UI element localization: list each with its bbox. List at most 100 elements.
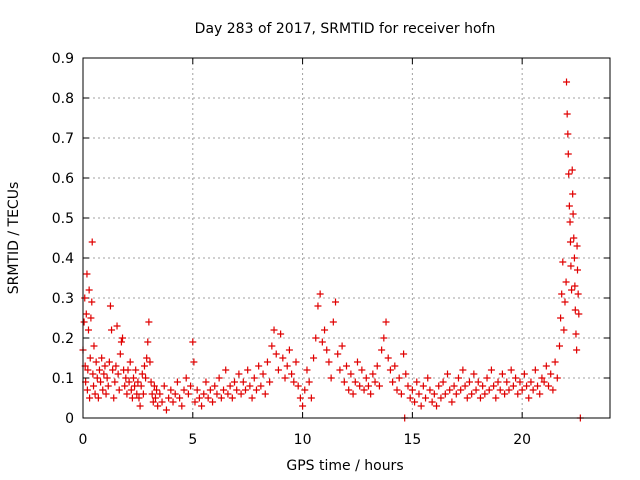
data-point: [316, 290, 324, 298]
data-point: [220, 386, 228, 394]
data-point: [518, 386, 526, 394]
data-point: [553, 374, 561, 382]
data-point: [261, 390, 269, 398]
x-tick-label: 5: [188, 432, 197, 448]
data-point: [516, 378, 524, 386]
y-axis-label: SRMTID / TECUs: [6, 182, 22, 295]
y-tick-label: 0.4: [52, 251, 74, 267]
data-point: [428, 398, 436, 406]
data-point: [318, 338, 326, 346]
data-point: [226, 382, 234, 390]
data-point: [130, 374, 138, 382]
data-point: [527, 378, 535, 386]
data-point: [122, 374, 130, 382]
data-point: [263, 358, 271, 366]
data-point: [98, 354, 106, 362]
data-point: [441, 390, 449, 398]
data-point: [570, 234, 578, 242]
data-point: [285, 346, 293, 354]
data-point: [255, 362, 263, 370]
data-point: [149, 398, 157, 406]
data-point: [81, 294, 89, 302]
data-point: [82, 310, 90, 318]
data-point: [165, 394, 173, 402]
y-tick-label: 0.3: [52, 291, 74, 307]
data-point: [446, 386, 454, 394]
data-point: [99, 386, 107, 394]
data-point: [307, 394, 315, 402]
data-point: [397, 390, 405, 398]
data-point: [281, 374, 289, 382]
data-point: [336, 366, 344, 374]
data-point: [564, 130, 572, 138]
data-point: [90, 342, 98, 350]
data-point: [167, 386, 175, 394]
data-point: [92, 358, 100, 366]
data-point: [224, 390, 232, 398]
x-tick-label: 10: [294, 432, 312, 448]
data-point: [222, 366, 230, 374]
data-point: [108, 326, 116, 334]
data-point: [91, 390, 99, 398]
data-point: [93, 374, 101, 382]
data-point: [109, 366, 117, 374]
plot-frame: [82, 57, 611, 419]
data-point: [531, 366, 539, 374]
data-point: [111, 378, 119, 386]
y-tick-label: 0.9: [52, 51, 74, 67]
data-point: [209, 398, 217, 406]
data-point: [563, 78, 571, 86]
data-point: [158, 398, 166, 406]
data-point: [112, 362, 120, 370]
data-point: [426, 386, 434, 394]
data-points: [79, 78, 584, 422]
y-tick-label: 0.2: [52, 331, 74, 347]
data-point: [84, 366, 92, 374]
y-tick-labels: 0 0.1 0.2 0.3 0.4 0.5 0.6 0.7 0.8 0.9: [52, 51, 74, 427]
data-point: [190, 358, 198, 366]
data-point: [233, 386, 241, 394]
data-point: [279, 354, 287, 362]
data-point: [189, 338, 197, 346]
data-point: [534, 382, 542, 390]
data-point: [468, 390, 476, 398]
data-point: [498, 370, 506, 378]
data-point: [454, 374, 462, 382]
data-point: [195, 394, 203, 402]
data-point: [347, 370, 355, 378]
y-tick-label: 0.7: [52, 131, 74, 147]
data-point: [444, 370, 452, 378]
data-point: [433, 402, 441, 410]
data-point: [80, 318, 88, 326]
data-point: [303, 366, 311, 374]
data-point: [325, 358, 333, 366]
data-point: [90, 382, 98, 390]
data-point: [323, 346, 331, 354]
data-point: [202, 378, 210, 386]
data-point: [123, 390, 131, 398]
data-point: [296, 394, 304, 402]
data-point: [483, 374, 491, 382]
data-point: [371, 378, 379, 386]
data-point: [503, 378, 511, 386]
data-point: [102, 390, 110, 398]
data-point: [574, 290, 582, 298]
data-point: [373, 362, 381, 370]
data-point: [257, 382, 265, 390]
data-point: [413, 378, 421, 386]
data-point: [364, 382, 372, 390]
data-point: [160, 382, 168, 390]
data-point: [572, 330, 580, 338]
data-point: [239, 378, 247, 386]
data-point: [86, 394, 94, 402]
data-point: [574, 266, 582, 274]
data-point: [180, 386, 188, 394]
grid-lines: [83, 58, 610, 418]
data-point: [538, 374, 546, 382]
y-tick-label: 0.8: [52, 91, 74, 107]
data-point: [562, 278, 570, 286]
data-point: [105, 358, 113, 366]
data-point: [135, 394, 143, 402]
data-point: [360, 386, 368, 394]
data-point: [151, 394, 159, 402]
